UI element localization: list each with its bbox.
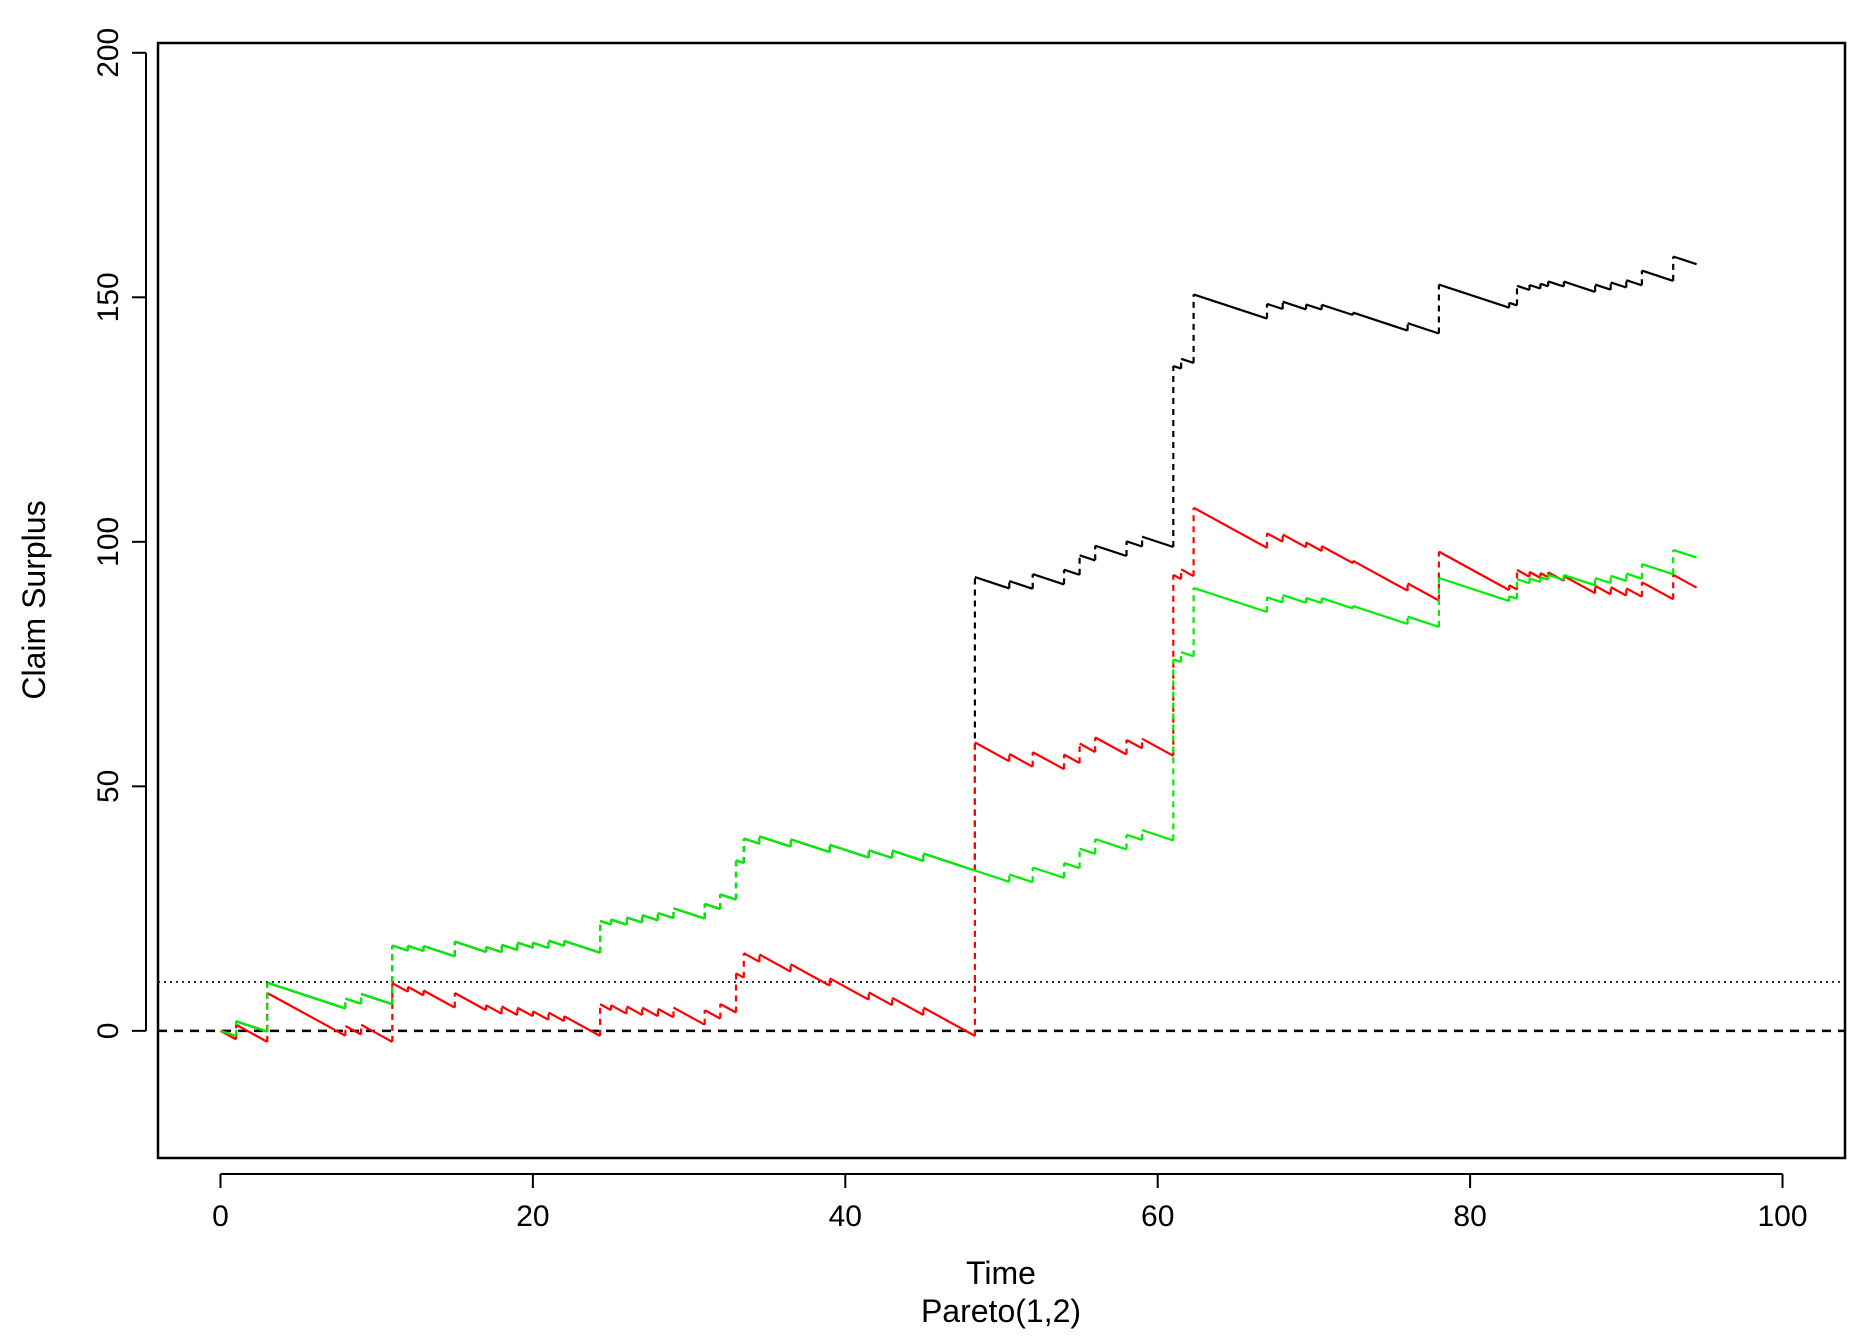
series-2	[220, 548, 1697, 1038]
y-tick-label: 50	[92, 770, 125, 803]
y-axis-label: Claim Surplus	[16, 500, 52, 699]
x-tick-label: 100	[1757, 1200, 1807, 1233]
x-tick-label: 60	[1141, 1200, 1174, 1233]
reference-lines	[158, 981, 1845, 1033]
x-tick-label: 20	[516, 1200, 549, 1233]
series-0-drift-path	[220, 255, 1697, 1038]
series-2-claim-jumps	[235, 549, 1675, 1036]
series-2-drift-path	[220, 548, 1697, 1038]
series-0	[220, 255, 1697, 1038]
y-tick-label: 0	[92, 1023, 125, 1040]
x-tick-label: 0	[212, 1200, 229, 1233]
series-1-drift-path	[219, 506, 1698, 1043]
series-0-claim-jumps	[235, 256, 1675, 1036]
x-axis: 0 20 40 60 80 100	[212, 1173, 1808, 1233]
series-1-claim-jumps	[235, 507, 1675, 1042]
x-tick-label: 80	[1453, 1200, 1486, 1233]
y-axis: 0 50 100 150 200	[92, 28, 147, 1040]
series-1	[219, 506, 1698, 1043]
y-tick-label: 200	[92, 28, 125, 78]
series-layer	[219, 255, 1698, 1043]
x-axis-sublabel: Pareto(1,2)	[921, 1293, 1081, 1329]
y-tick-label: 150	[92, 272, 125, 322]
x-tick-label: 40	[829, 1200, 862, 1233]
x-axis-label: Time	[966, 1255, 1036, 1291]
plot-frame	[156, 41, 1847, 1160]
y-tick-label: 100	[92, 517, 125, 567]
